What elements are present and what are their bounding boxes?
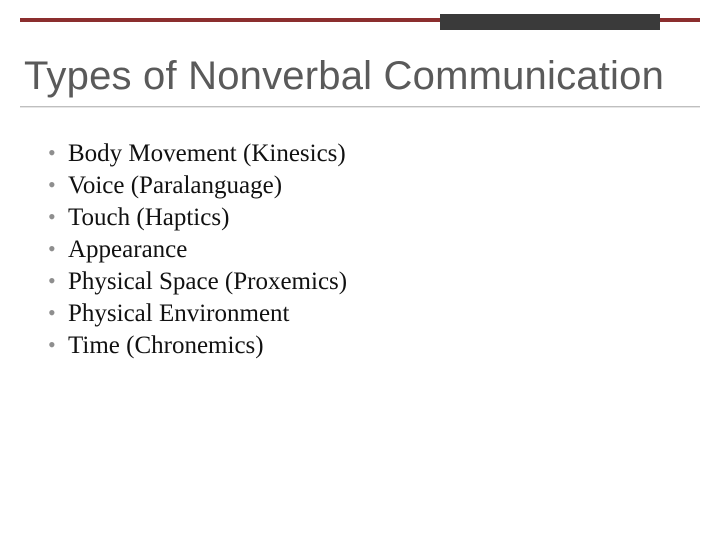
list-item-text: Appearance xyxy=(68,236,187,263)
list-item: Physical Environment xyxy=(48,298,680,330)
list-item: Appearance xyxy=(48,234,680,266)
list-item: Voice (Paralanguage) xyxy=(48,170,680,202)
list-item: Body Movement (Kinesics) xyxy=(48,138,680,170)
slide-title: Types of Nonverbal Communication xyxy=(24,54,696,99)
accent-bar-overlay xyxy=(440,14,660,30)
top-accent-bar xyxy=(20,18,700,28)
list-item-text: Physical Space (Proxemics) xyxy=(68,268,347,295)
list-item-text: Time (Chronemics) xyxy=(68,332,264,359)
list-item: Touch (Haptics) xyxy=(48,202,680,234)
list-item-text: Physical Environment xyxy=(68,300,290,327)
list-item-text: Touch (Haptics) xyxy=(68,204,229,231)
list-item: Physical Space (Proxemics) xyxy=(48,266,680,298)
bullet-list: Body Movement (Kinesics) Voice (Paralang… xyxy=(48,138,680,362)
list-item: Time (Chronemics) xyxy=(48,330,680,362)
list-item-text: Body Movement (Kinesics) xyxy=(68,140,346,167)
list-item-text: Voice (Paralanguage) xyxy=(68,172,282,199)
title-underline xyxy=(20,106,700,108)
content-area: Body Movement (Kinesics) Voice (Paralang… xyxy=(48,138,680,362)
